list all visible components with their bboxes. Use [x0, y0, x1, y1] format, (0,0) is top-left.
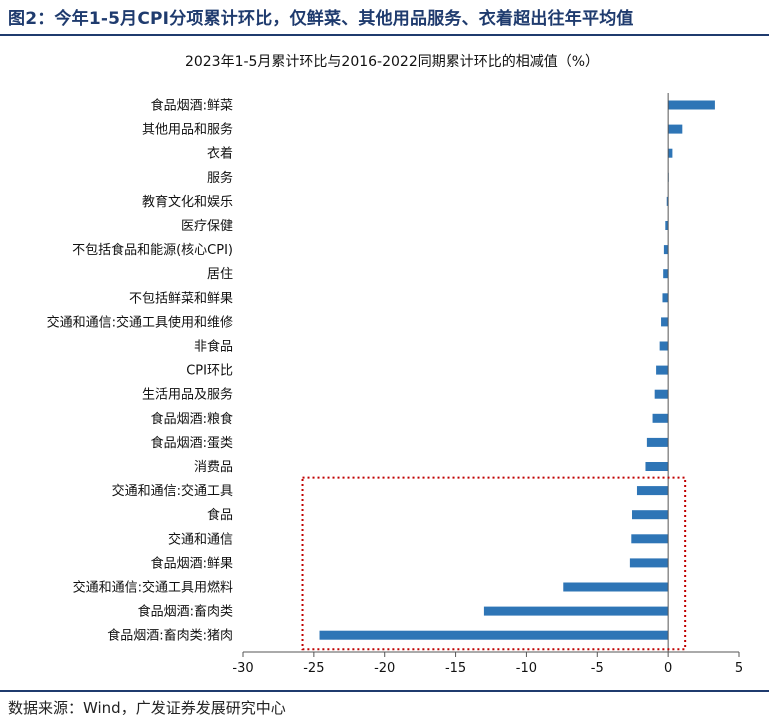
x-tick-label: -10 — [516, 661, 537, 676]
bar-21 — [563, 582, 669, 592]
category-label: 食品烟酒:鲜果 — [151, 555, 233, 571]
source-note: 数据来源：Wind，广发证券发展研究中心 — [8, 699, 286, 717]
x-tick-label: 0 — [664, 661, 672, 676]
bar-11 — [659, 341, 669, 351]
category-label: 食品烟酒:畜肉类 — [138, 604, 233, 620]
x-tick-label: -15 — [445, 661, 466, 676]
category-label: 医疗保健 — [181, 219, 233, 234]
category-label: 交通和通信:交通工具 — [112, 483, 233, 499]
category-label: 服务 — [207, 170, 233, 186]
bar-3 — [668, 148, 673, 158]
bar-1 — [668, 100, 715, 110]
category-label: 生活用品及服务 — [142, 387, 233, 403]
bar-8 — [663, 269, 669, 279]
category-label: 非食品 — [194, 339, 233, 355]
bar-20 — [629, 558, 669, 568]
category-label: 食品烟酒:蛋类 — [151, 435, 233, 451]
category-label: 食品烟酒:畜肉类:猪肉 — [107, 628, 233, 644]
bar-15 — [646, 437, 669, 447]
category-label: 不包括食品和能源(核心CPI) — [72, 242, 233, 258]
footer-rule — [0, 690, 769, 692]
bar-6 — [665, 221, 669, 230]
bar-18 — [632, 510, 669, 520]
bar-chart: 2023年1-5月累计环比与2016-2022同期累计环比的相减值（%） 食品烟… — [47, 54, 744, 676]
category-label: 交通和通信 — [168, 531, 233, 547]
category-label: 不包括鲜菜和鲜果 — [129, 291, 233, 306]
bar-17 — [636, 486, 669, 496]
bar-19 — [631, 534, 669, 544]
x-tick-label: 5 — [735, 661, 743, 676]
category-label: 交通和通信:交通工具使用和维修 — [47, 314, 233, 330]
category-label: 食品烟酒:粮食 — [151, 411, 233, 427]
bar-10 — [661, 317, 669, 327]
x-tick-label: -25 — [303, 661, 324, 676]
bar-23 — [319, 630, 669, 640]
x-tick-label: -20 — [374, 661, 395, 676]
bar-14 — [652, 413, 669, 423]
highlight-box — [301, 476, 687, 651]
category-labels: 食品烟酒:鲜菜其他用品和服务衣着服务教育文化和娱乐医疗保健不包括食品和能源(核心… — [47, 98, 233, 644]
bars-group — [319, 100, 715, 640]
x-axis: -30 -25 -20 -15 -10 -5 0 5 — [232, 93, 743, 676]
bar-16 — [645, 462, 669, 471]
category-label: 教育文化和娱乐 — [142, 194, 233, 210]
bar-5 — [666, 196, 669, 206]
title-rule — [0, 34, 769, 36]
category-label: 衣着 — [207, 146, 233, 162]
category-label: 居住 — [207, 267, 233, 282]
x-tick-label: -5 — [591, 661, 604, 676]
category-label: CPI环比 — [186, 364, 233, 379]
bar-13 — [654, 389, 669, 399]
bar-7 — [663, 245, 669, 255]
x-tick-label: -30 — [232, 661, 253, 676]
category-label: 其他用品和服务 — [142, 122, 233, 138]
bar-22 — [483, 606, 669, 616]
bar-12 — [656, 365, 669, 375]
category-label: 食品 — [207, 507, 233, 523]
category-label: 交通和通信:交通工具用燃料 — [73, 580, 233, 596]
category-label: 消费品 — [194, 460, 233, 475]
bar-2 — [668, 124, 683, 134]
category-label: 食品烟酒:鲜菜 — [151, 98, 233, 114]
chart-title: 2023年1-5月累计环比与2016-2022同期累计环比的相减值（%） — [185, 54, 599, 70]
figure-title: 图2：今年1-5月CPI分项累计环比，仅鲜菜、其他用品服务、衣着超出往年平均值 — [8, 9, 634, 29]
bar-9 — [662, 293, 669, 303]
